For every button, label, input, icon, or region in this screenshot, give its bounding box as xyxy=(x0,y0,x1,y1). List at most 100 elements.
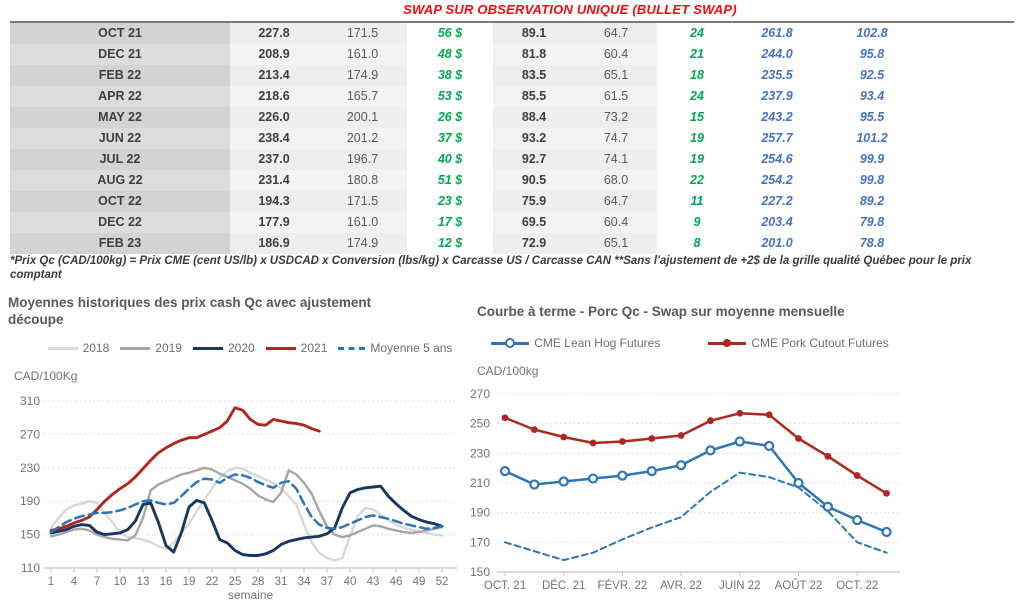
value-cell: 237.9 xyxy=(761,89,793,103)
svg-text:170: 170 xyxy=(470,535,490,549)
legend-label: Moyenne 5 ans xyxy=(370,341,453,355)
value-cell: 92.7 xyxy=(493,149,575,170)
value-cell: 254.2 xyxy=(761,173,793,187)
svg-text:49: 49 xyxy=(413,576,426,588)
svg-text:4: 4 xyxy=(71,576,78,588)
value-cell: 92.5 xyxy=(859,68,885,82)
value-cell: 171.5 xyxy=(318,191,407,212)
value-cell: 99.9 xyxy=(859,152,885,166)
right-chart-title: Courbe à terme - Porc Qc - Swap sur moye… xyxy=(477,304,845,319)
table-row: OCT 22 194.3 171.5 23 $ 75.9 64.7 11 227.2 89.2 xyxy=(10,191,1014,212)
month-cell: JUL 22 xyxy=(10,149,230,170)
legend-item-moyenne-5-ans: Moyenne 5 ans xyxy=(338,341,452,355)
value-cell: 254.6 xyxy=(761,152,793,166)
value-cell: 90.5 xyxy=(493,170,575,191)
svg-text:150: 150 xyxy=(470,565,490,579)
value-cell: 237.0 xyxy=(230,149,318,170)
svg-text:AOÛT 22: AOÛT 22 xyxy=(775,579,823,592)
svg-text:28: 28 xyxy=(252,576,265,588)
pad-cell xyxy=(927,170,1014,191)
line-marker-swatch-icon xyxy=(708,338,747,349)
table-row: DEC 21 208.9 161.0 48 $ 81.8 60.4 21 244.0 95.8 xyxy=(10,44,1014,65)
value-cell: 186.9 xyxy=(230,233,318,254)
value-cell: 257.7 xyxy=(761,131,793,145)
pad-cell xyxy=(927,44,1014,65)
footnote: *Prix Qc (CAD/100kg) = Prix CME (cent US… xyxy=(10,255,972,281)
historical-prices-chart: 1 4 7 10 13 16 19 22 25 28 31 34 37 40 43 46 49 52 110 150 1… xyxy=(20,394,457,602)
legend-item-cme-lean-hog-futures: CME Lean Hog Futures xyxy=(491,336,660,350)
month-cell: JUN 22 xyxy=(10,128,230,149)
value-cell: 26 $ xyxy=(437,110,463,124)
svg-text:10: 10 xyxy=(114,576,127,588)
svg-text:250: 250 xyxy=(470,417,490,431)
value-cell: 79.8 xyxy=(859,215,885,229)
value-cell: 226.0 xyxy=(230,107,318,128)
value-cell: 74.1 xyxy=(575,149,657,170)
svg-text:110: 110 xyxy=(21,561,40,575)
value-cell: 81.8 xyxy=(493,44,575,65)
value-cell: 11 xyxy=(690,194,704,208)
value-cell: 19 xyxy=(690,131,704,145)
value-cell: 60.4 xyxy=(575,212,657,233)
value-cell: 231.4 xyxy=(230,170,318,191)
legend-item-2019: 2019 xyxy=(120,341,182,355)
table-row: AUG 22 231.4 180.8 51 $ 90.5 68.0 22 254.2 99.8 xyxy=(10,170,1014,191)
svg-text:43: 43 xyxy=(367,576,380,588)
pad-cell xyxy=(927,65,1014,86)
month-cell: FEB 22 xyxy=(10,65,230,86)
value-cell: 60.4 xyxy=(575,44,657,65)
legend-item-cme-pork-cutout-futures: CME Pork Cutout Futures xyxy=(708,336,889,350)
svg-text:310: 310 xyxy=(20,394,40,408)
svg-text:40: 40 xyxy=(344,576,357,588)
value-cell: 180.8 xyxy=(318,170,407,191)
value-cell: 203.4 xyxy=(761,215,793,229)
month-cell: MAY 22 xyxy=(10,107,230,128)
value-cell: 196.7 xyxy=(318,149,407,170)
svg-text:16: 16 xyxy=(160,576,173,588)
value-cell: 201.0 xyxy=(761,236,793,250)
svg-text:25: 25 xyxy=(229,576,242,588)
value-cell: 99.8 xyxy=(859,173,885,187)
value-cell: 89.2 xyxy=(859,194,885,208)
svg-text:7: 7 xyxy=(94,576,100,588)
svg-text:150: 150 xyxy=(20,528,40,542)
pad-cell xyxy=(927,107,1014,128)
value-cell: 40 $ xyxy=(437,152,463,166)
svg-text:230: 230 xyxy=(20,461,40,475)
svg-text:FÉVR. 22: FÉVR. 22 xyxy=(597,579,647,592)
value-cell: 24 xyxy=(690,26,704,40)
value-cell: 177.9 xyxy=(230,212,318,233)
legend-item-2018: 2018 xyxy=(47,341,109,355)
swap-table: OCT 21 227.8 171.5 56 $89.1 64.7 24 261.8 102.8… xyxy=(10,21,1014,254)
legend-label: 2019 xyxy=(155,341,182,355)
value-cell: 56 $ xyxy=(437,26,463,40)
svg-text:270: 270 xyxy=(20,427,40,441)
svg-text:OCT. 22: OCT. 22 xyxy=(836,580,878,592)
pad-cell xyxy=(927,149,1014,170)
value-cell: 102.8 xyxy=(856,26,888,40)
legend-label: CME Lean Hog Futures xyxy=(534,336,661,350)
svg-text:190: 190 xyxy=(20,494,40,508)
svg-text:semaine: semaine xyxy=(228,588,274,602)
value-cell: 22 xyxy=(690,173,704,187)
svg-text:DÉC. 21: DÉC. 21 xyxy=(542,579,585,592)
line-swatch-icon xyxy=(192,346,223,350)
svg-text:230: 230 xyxy=(470,446,490,460)
value-cell: 75.9 xyxy=(493,191,575,212)
value-cell: 101.2 xyxy=(856,131,888,145)
svg-text:52: 52 xyxy=(436,576,449,588)
svg-text:37: 37 xyxy=(321,576,334,588)
value-cell: 51 $ xyxy=(437,173,463,187)
value-cell: 161.0 xyxy=(318,44,407,65)
value-cell: 235.5 xyxy=(761,68,793,82)
table-row: JUL 22 237.0 196.7 40 $ 92.7 74.1 19 254.6 99.9 xyxy=(10,149,1014,170)
value-cell: 78.8 xyxy=(859,236,885,250)
value-cell: 69.5 xyxy=(493,212,575,233)
pad-cell xyxy=(927,128,1014,149)
value-cell: 37 $ xyxy=(437,131,463,145)
legend-label: 2021 xyxy=(300,341,328,355)
value-cell: 161.0 xyxy=(318,212,407,233)
value-cell: 88.4 xyxy=(493,107,575,128)
month-cell: DEC 22 xyxy=(10,212,230,233)
value-cell: 201.2 xyxy=(318,128,407,149)
